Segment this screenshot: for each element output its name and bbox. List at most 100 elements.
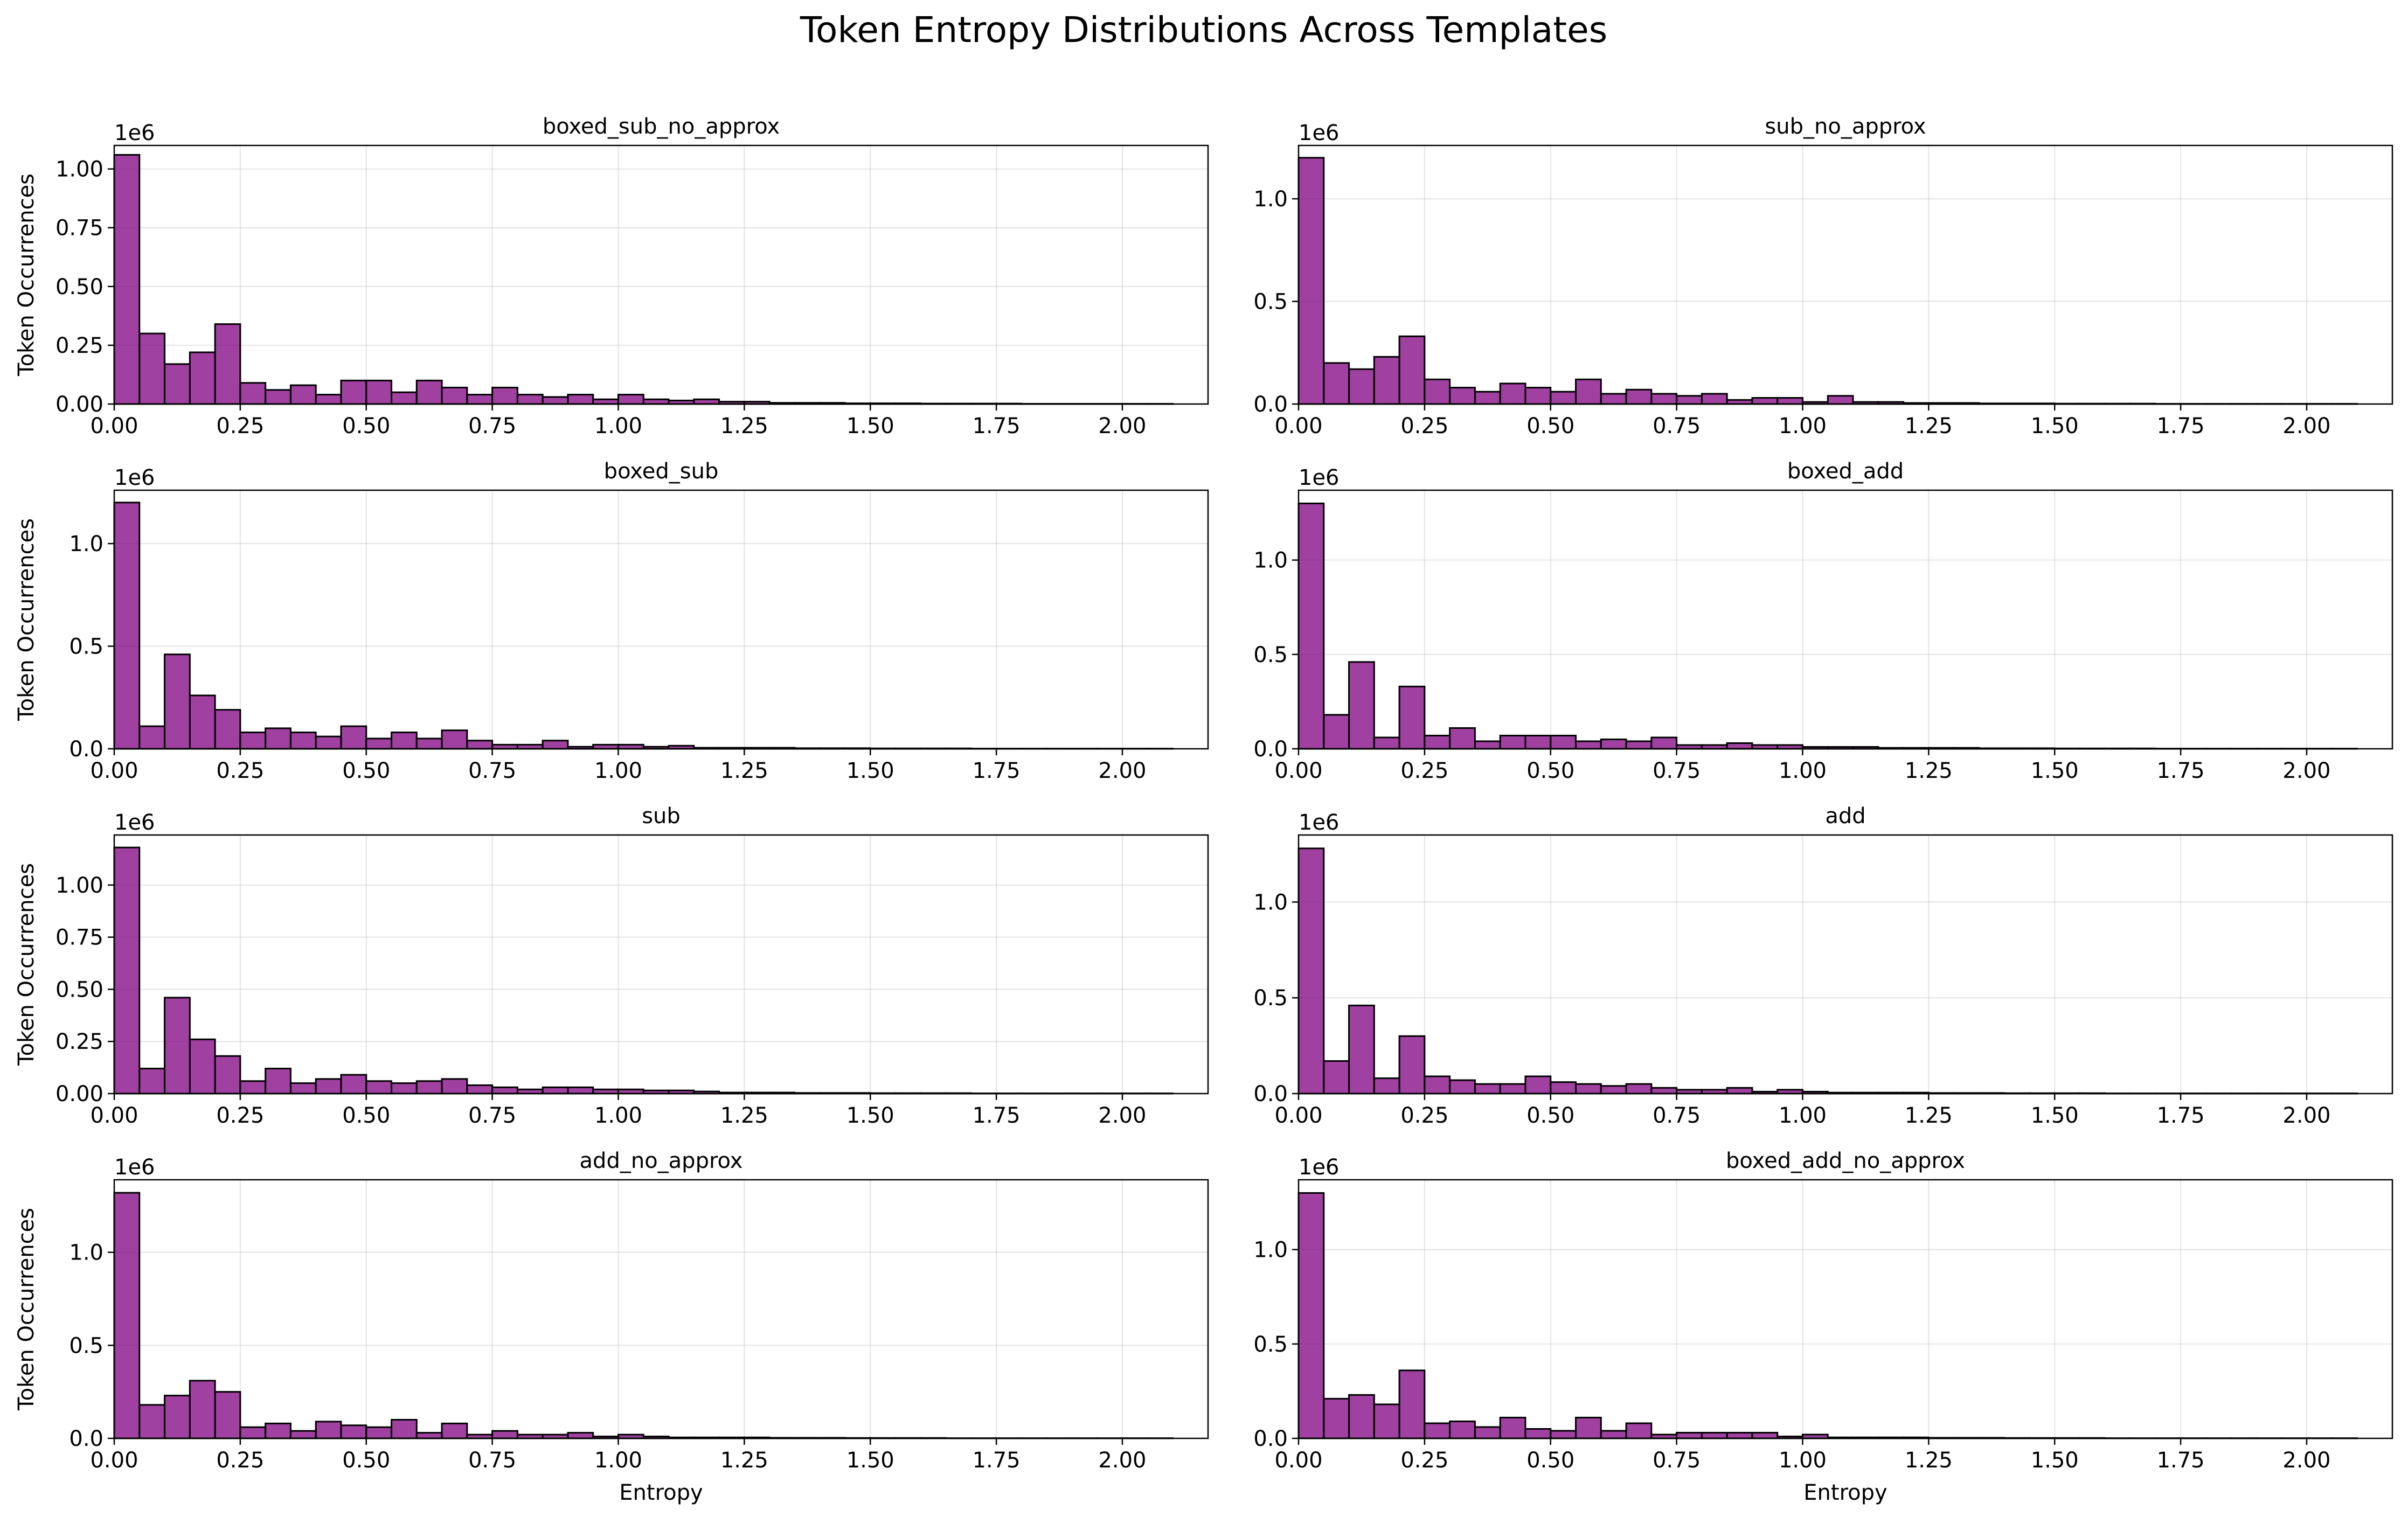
histogram-bar: [1323, 714, 1350, 750]
histogram-bar: [1499, 382, 1526, 405]
histogram-bar: [1676, 395, 1703, 405]
y-tick-label: 1.0: [1253, 548, 1288, 573]
histogram-bar: [289, 1082, 317, 1095]
x-tick-label: 0.00: [1274, 758, 1322, 783]
subplot-title: add_no_approx: [580, 1149, 743, 1173]
histogram-bar: [1600, 1430, 1627, 1439]
histogram-bar: [542, 740, 569, 750]
histogram-bar: [441, 729, 468, 750]
histogram-bar: [1625, 1422, 1653, 1439]
x-tick-label: 0.50: [1526, 414, 1574, 439]
histogram-bar: [1625, 388, 1653, 405]
histogram-bar: [1701, 393, 1728, 405]
subplot-title: boxed_sub: [604, 459, 719, 484]
y-tick-label: 0.25: [55, 333, 103, 358]
y-tick-label: 1.0: [1253, 1238, 1288, 1263]
histogram-bar: [289, 1430, 317, 1439]
x-tick-label: 0.75: [468, 414, 516, 439]
histogram-bar: [491, 1430, 518, 1439]
histogram-bar: [1776, 397, 1803, 405]
histogram-bar: [1650, 1087, 1678, 1095]
x-tick-label: 1.75: [2157, 1103, 2205, 1128]
histogram-bar: [113, 154, 141, 405]
histogram-bar: [466, 1084, 494, 1095]
histogram-bar: [315, 1421, 342, 1439]
histogram-bar: [189, 351, 216, 405]
histogram-bar: [164, 1395, 191, 1439]
histogram-bar: [491, 386, 518, 405]
histogram-bar: [1348, 368, 1375, 405]
x-tick-label: 1.25: [1905, 1103, 1953, 1128]
histogram-bar: [441, 1422, 468, 1439]
y-offset-label: 1e6: [1299, 810, 1340, 835]
histogram-bar: [1398, 1369, 1426, 1439]
x-tick-label: 1.75: [2157, 1448, 2205, 1473]
histogram-bar: [340, 725, 367, 750]
x-tick-label: 0.50: [342, 1103, 390, 1128]
x-tick-label: 0.75: [1653, 414, 1701, 439]
x-tick-label: 0.00: [90, 1103, 138, 1128]
histogram-bar: [289, 384, 317, 405]
histogram-bar: [214, 1391, 241, 1439]
histogram-bar: [113, 502, 141, 750]
y-tick-label: 0.5: [69, 1333, 103, 1358]
histogram-bar: [265, 727, 292, 750]
histogram-bar: [567, 394, 594, 405]
histogram-bar: [1499, 734, 1526, 750]
x-axis-label: Entropy: [619, 1480, 703, 1505]
subplot-title: boxed_add_no_approx: [1726, 1149, 1965, 1173]
y-tick-label: 0.0: [69, 1426, 103, 1451]
x-tick-label: 1.00: [1779, 1448, 1827, 1473]
histogram-bar: [365, 1426, 393, 1439]
histogram-bar: [1650, 393, 1678, 405]
histogram-bar: [391, 1418, 418, 1439]
histogram-bar: [113, 846, 141, 1095]
subplot-add_no_approx: 0.00 0.25 0.50 0.75 1.00 1.25 1.50 1.75 2.00 0.0 0…: [14, 1149, 1209, 1505]
x-tick-label: 1.50: [2031, 1103, 2079, 1128]
y-offset-label: 1e6: [1299, 465, 1340, 490]
histogram-bar: [265, 389, 292, 405]
histogram-bar: [239, 732, 267, 750]
x-tick-label: 0.00: [1274, 1448, 1322, 1473]
histogram-bar: [1449, 1420, 1476, 1439]
histogram-bar: [113, 1192, 141, 1439]
histogram-bar: [1524, 387, 1552, 405]
x-tick-label: 2.00: [2282, 1448, 2330, 1473]
axes-frame: [113, 489, 1209, 750]
x-tick-label: 1.50: [846, 414, 894, 439]
x-tick-label: 0.50: [1526, 1103, 1574, 1128]
histogram-bar: [1373, 356, 1400, 405]
x-tick-label: 0.25: [216, 414, 264, 439]
histogram-bar: [138, 1404, 166, 1439]
histogram-bar: [391, 1082, 418, 1095]
subplot-sub_no_approx: 0.00 0.25 0.50 0.75 1.00 1.25 1.50 1.75 2.00 0.0 0…: [1253, 114, 2393, 439]
histogram-bar: [164, 653, 191, 750]
axes-frame: [1297, 489, 2393, 750]
histogram-bar: [1524, 1075, 1552, 1095]
histogram-bar: [1701, 1431, 1728, 1439]
histogram-bar: [1398, 335, 1426, 405]
x-tick-label: 0.25: [216, 1103, 264, 1128]
histogram-bar: [1625, 1083, 1653, 1095]
x-tick-label: 0.00: [90, 758, 138, 783]
histogram-bar: [214, 323, 241, 405]
histogram-bar: [1575, 378, 1602, 405]
histogram-bar: [1373, 1403, 1400, 1439]
subplot-add: 0.00 0.25 0.50 0.75 1.00 1.25 1.50 1.75 2.00 0.0 0…: [1253, 804, 2393, 1128]
subplot-title: sub_no_approx: [1765, 114, 1926, 139]
subplot-boxed_sub: 0.00 0.25 0.50 0.75 1.00 1.25 1.50 1.75 2.00 0.0 0…: [14, 459, 1209, 783]
histogram-bar: [1323, 1060, 1350, 1095]
histogram-bar: [289, 732, 317, 750]
x-tick-label: 0.50: [342, 758, 390, 783]
y-offset-label: 1e6: [114, 1155, 155, 1180]
subplot-title: boxed_sub_no_approx: [543, 114, 780, 139]
histogram-bar: [1726, 1087, 1753, 1095]
y-axis-label: Token Occurrences: [14, 173, 39, 377]
x-tick-label: 0.50: [1526, 758, 1574, 783]
histogram-bar: [567, 1086, 594, 1095]
y-tick-label: 1.0: [69, 532, 103, 556]
subplot-boxed_sub_no_approx: 0.00 0.25 0.50 0.75 1.00 1.25 1.50 1.75 2.00 0.00…: [14, 114, 1209, 439]
histogram-bar: [1297, 1192, 1325, 1439]
histogram-bar: [265, 1068, 292, 1095]
x-tick-label: 0.00: [1274, 414, 1322, 439]
